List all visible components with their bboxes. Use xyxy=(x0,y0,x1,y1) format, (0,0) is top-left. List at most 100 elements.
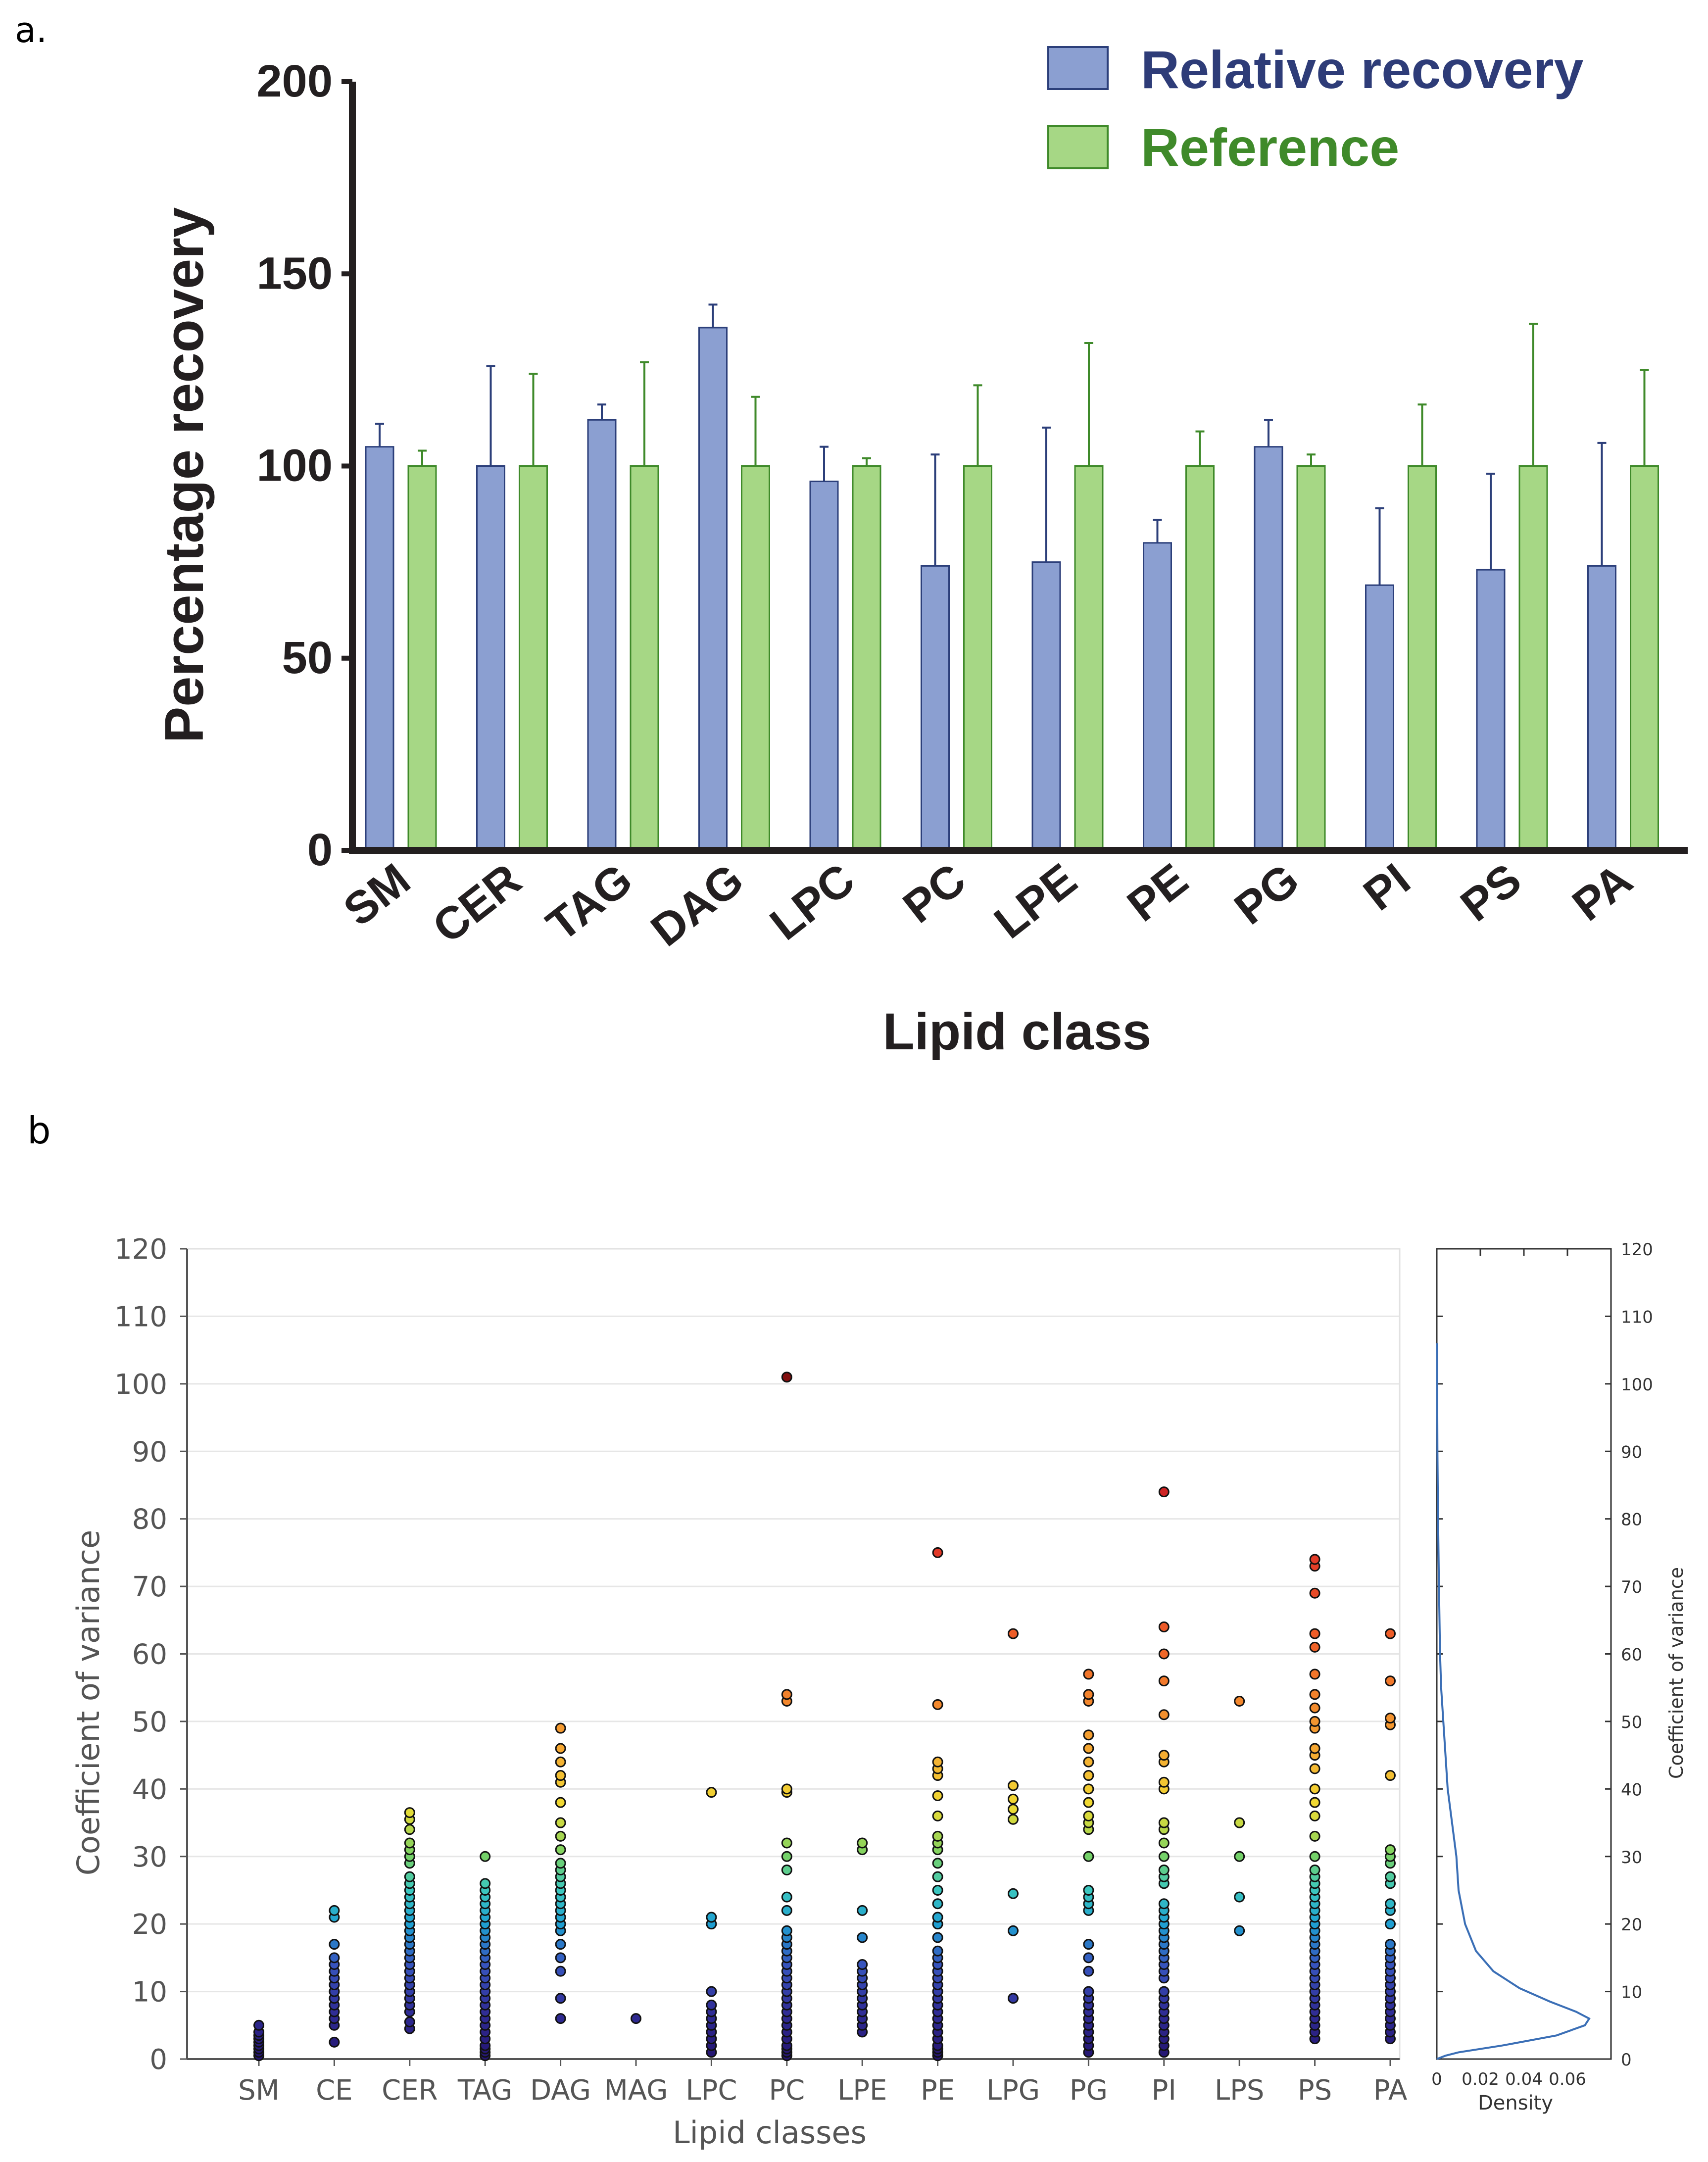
scatter-point-dag xyxy=(555,1817,566,1828)
scatter-point-pe xyxy=(932,1884,943,1896)
scatter-point-cer xyxy=(404,1824,415,1835)
bar-reference-pe xyxy=(1185,465,1215,851)
error-bar-reference-lpe xyxy=(1084,342,1093,466)
error-bar-recovery-pa xyxy=(1597,442,1607,566)
density-x-tick-label: 0.02 xyxy=(1462,2069,1499,2089)
scatter-point-pc xyxy=(781,1905,792,1916)
scatter-point-ps xyxy=(1309,1689,1320,1700)
x-tick-label-b: TAG xyxy=(457,2074,513,2107)
scatter-point-pi xyxy=(1158,1865,1170,1876)
error-bar-reference-tag xyxy=(640,361,649,466)
error-bar-recovery-sm xyxy=(375,423,384,447)
x-tick-label-b: DAG xyxy=(530,2074,591,2107)
scatter-point-pe xyxy=(932,1810,943,1821)
scatter-point-pg xyxy=(1083,1952,1094,1964)
scatter-point-lpe xyxy=(857,1932,868,1943)
scatter-point-pg xyxy=(1083,1770,1094,1781)
x-tick-label-b: MAG xyxy=(604,2074,668,2107)
error-bar-reference-lpc xyxy=(862,457,871,466)
scatter-point-pi xyxy=(1158,1986,1170,1997)
scatter-point-pg xyxy=(1083,1965,1094,1977)
scatter-point-pc xyxy=(781,1372,792,1383)
bar-recovery-cer xyxy=(476,465,505,851)
scatter-point-dag xyxy=(555,1965,566,1977)
scatter-point-ce xyxy=(329,2036,340,2048)
bar-recovery-pi xyxy=(1365,584,1394,851)
y-tick-label-b: 0 xyxy=(149,2044,167,2076)
scatter-point-pa xyxy=(1385,1675,1396,1687)
bar-recovery-tag xyxy=(587,419,617,851)
x-tick-label-a: PI xyxy=(1355,854,1419,920)
scatter-point-pc xyxy=(781,1891,792,1903)
scatter-point-lpg xyxy=(1008,1780,1019,1791)
y-tick-label-b: 50 xyxy=(132,1706,167,1738)
scatter-point-pg xyxy=(1083,1743,1094,1754)
scatter-point-ps xyxy=(1309,1641,1320,1653)
scatter-point-dag xyxy=(555,1939,566,1950)
scatter-point-lps xyxy=(1234,1695,1245,1707)
bar-reference-sm xyxy=(407,465,437,851)
error-bar-reference-cer xyxy=(529,373,538,466)
scatter-point-pc xyxy=(781,1783,792,1795)
density-x-tick-label: 0 xyxy=(1431,2069,1442,2089)
scatter-point-lpg xyxy=(1008,1628,1019,1639)
scatter-point-cer xyxy=(404,1837,415,1849)
scatter-point-ps xyxy=(1309,1763,1320,1774)
bar-reference-ps xyxy=(1518,465,1548,851)
scatter-point-pg xyxy=(1083,1810,1094,1821)
x-axis-title-b: Lipid classes xyxy=(673,2114,867,2151)
error-bar-reference-dag xyxy=(751,395,760,466)
error-bar-recovery-pg xyxy=(1264,419,1273,447)
x-tick-label-b: PC xyxy=(769,2074,805,2107)
scatter-point-pg xyxy=(1083,1851,1094,1862)
x-tick-label-a: PA xyxy=(1563,854,1642,931)
density-y-title: Coefficient of variance xyxy=(1665,1567,1687,1779)
density-y-tick-label: 80 xyxy=(1621,1510,1642,1530)
scatter-point-ps xyxy=(1309,1628,1320,1639)
scatter-point-dag xyxy=(555,1743,566,1754)
scatter-point-ps xyxy=(1309,1830,1320,1842)
x-tick-label-b: PA xyxy=(1373,2074,1408,2107)
legend-label-recovery: Relative recovery xyxy=(1141,40,1584,99)
x-tick-label-b: LPS xyxy=(1215,2074,1265,2107)
scatter-point-pa xyxy=(1385,1939,1396,1950)
scatter-point-pi xyxy=(1158,1486,1170,1498)
scatter-point-ps xyxy=(1309,1716,1320,1727)
bar-recovery-pa xyxy=(1587,565,1616,851)
scatter-point-pc xyxy=(781,1689,792,1700)
scatter-point-lpg xyxy=(1008,1888,1019,1899)
bar-reference-lpe xyxy=(1074,465,1104,851)
bar-reference-dag xyxy=(741,465,770,851)
scatter-point-pg xyxy=(1083,1729,1094,1741)
density-y-tick-label: 90 xyxy=(1621,1442,1642,1462)
y-tick-label-b: 90 xyxy=(132,1436,167,1468)
scatter-point-pa xyxy=(1385,1918,1396,1930)
legend-swatch-reference xyxy=(1047,125,1109,169)
scatter-point-ps xyxy=(1309,1669,1320,1680)
scatter-point-ps xyxy=(1309,1797,1320,1808)
density-curve xyxy=(1436,1343,1591,2060)
scatter-point-pc xyxy=(781,1851,792,1862)
scatter-point-ps xyxy=(1309,1587,1320,1599)
scatter-point-pa xyxy=(1385,1770,1396,1781)
y-tick-label-b: 110 xyxy=(114,1301,167,1333)
bar-reference-pa xyxy=(1630,465,1659,851)
scatter-point-lpg xyxy=(1008,1793,1019,1805)
scatter-point-dag xyxy=(555,1830,566,1842)
scatter-point-ps xyxy=(1309,1743,1320,1754)
scatter-point-lps xyxy=(1234,1891,1245,1903)
y-tick-label-a: 0 xyxy=(307,825,333,875)
bar-recovery-pc xyxy=(921,565,950,851)
density-y-tick-label: 40 xyxy=(1621,1780,1642,1800)
y-tick-label-b: 30 xyxy=(132,1841,167,1873)
y-tick-label-b: 70 xyxy=(132,1571,167,1603)
scatter-point-lpg xyxy=(1008,1814,1019,1825)
error-bar-recovery-lpe xyxy=(1042,426,1051,562)
scatter-point-lpc xyxy=(706,1999,717,2011)
scatter-point-ce xyxy=(329,1905,340,1916)
scatter-point-pi xyxy=(1158,1817,1170,1828)
panel-b-label: b xyxy=(27,1109,51,1152)
bar-reference-lpc xyxy=(852,465,881,851)
scatter-point-pe xyxy=(932,1932,943,1943)
density-x-tick-label: 0.06 xyxy=(1549,2069,1586,2089)
